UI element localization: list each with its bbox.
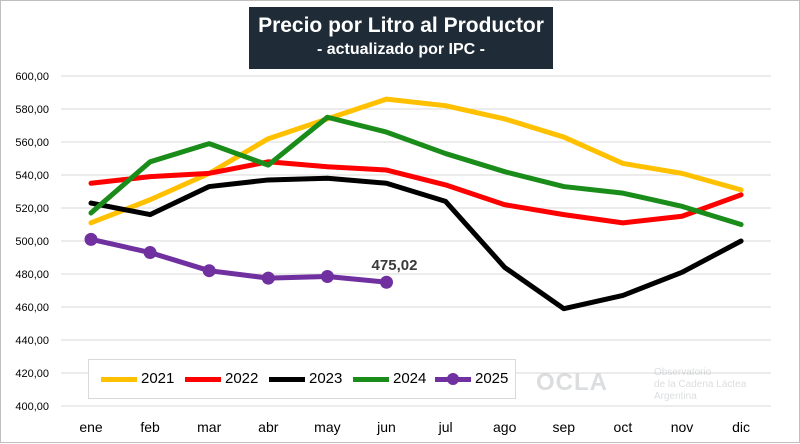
- y-tick-label: 540,00: [15, 170, 49, 182]
- legend-swatch: [353, 377, 389, 382]
- legend-swatch: [185, 377, 221, 382]
- x-tick-label: may: [314, 419, 340, 435]
- y-tick-label: 560,00: [15, 137, 49, 149]
- series-line-2025: [88, 236, 389, 285]
- data-point-2025: [320, 269, 334, 283]
- x-tick-label: nov: [671, 419, 694, 435]
- x-tick-label: sep: [553, 419, 576, 435]
- y-tick-label: 420,00: [15, 368, 49, 380]
- watermark-text: Observatorio de la Cadena Láctea Argenti…: [654, 367, 746, 403]
- ocla-watermark: OCLA Observatorio de la Cadena Láctea Ar…: [536, 365, 746, 407]
- chart-title: Precio por Litro al Productor: [258, 14, 544, 37]
- x-tick-label: feb: [140, 419, 160, 435]
- legend-label: 2024: [393, 370, 427, 387]
- x-tick-label: jun: [376, 419, 396, 435]
- grid-lines: [61, 75, 771, 407]
- data-point-2025: [261, 271, 275, 285]
- data-point-2025: [84, 232, 98, 246]
- watermark-line3: Argentina: [654, 391, 697, 402]
- legend: 2021 2022 2023 2024 2025: [88, 359, 516, 399]
- y-tick-label: 480,00: [15, 269, 49, 281]
- data-label: 475,02: [372, 257, 418, 274]
- y-tick-label: 400,00: [15, 401, 49, 413]
- x-tick-label: oct: [614, 419, 633, 435]
- watermark-logo: OCLA: [536, 369, 608, 396]
- data-point-2025: [380, 275, 393, 289]
- x-tick-label: ene: [79, 419, 103, 435]
- y-tick-label: 460,00: [15, 302, 49, 314]
- watermark-line2: de la Cadena Láctea: [654, 379, 747, 390]
- x-tick-label: jul: [438, 419, 453, 435]
- y-tick-label: 600,00: [15, 71, 49, 83]
- x-tick-label: dic: [732, 419, 750, 435]
- series-line-2024: [88, 114, 744, 227]
- legend-label: 2023: [309, 370, 343, 387]
- y-tick-label: 520,00: [15, 203, 49, 215]
- legend-swatch: [269, 377, 305, 382]
- annotations: 475,02: [372, 257, 418, 274]
- legend-marker: [447, 373, 459, 385]
- legend-swatch: [101, 377, 137, 382]
- watermark-line1: Observatorio: [654, 367, 712, 378]
- series-line-2022: [88, 159, 744, 226]
- y-tick-label: 580,00: [15, 104, 49, 116]
- y-tick-label: 440,00: [15, 335, 49, 347]
- y-axis-ticks: 400,00 420,00 440,00 460,00 480,00 500,00 520,…: [15, 71, 49, 413]
- data-point-2025: [143, 246, 157, 260]
- x-axis-ticks: ene feb mar abr may jun jul ago sep oct nov dic: [79, 419, 750, 435]
- y-tick-label: 500,00: [15, 236, 49, 248]
- x-tick-label: abr: [258, 419, 279, 435]
- x-tick-label: mar: [197, 419, 221, 435]
- legend-label: 2021: [141, 370, 175, 387]
- series-lines: [84, 96, 744, 312]
- legend-label: 2022: [225, 370, 259, 387]
- series-line-2023: [88, 175, 744, 312]
- data-point-2025: [202, 264, 216, 278]
- legend-label: 2025: [475, 370, 509, 387]
- series-line-2021: [88, 96, 744, 226]
- chart-subtitle: - actualizado por IPC -: [316, 41, 485, 58]
- x-tick-label: ago: [493, 419, 517, 435]
- chart-title-box: Precio por Litro al Productor - actualiz…: [249, 7, 553, 69]
